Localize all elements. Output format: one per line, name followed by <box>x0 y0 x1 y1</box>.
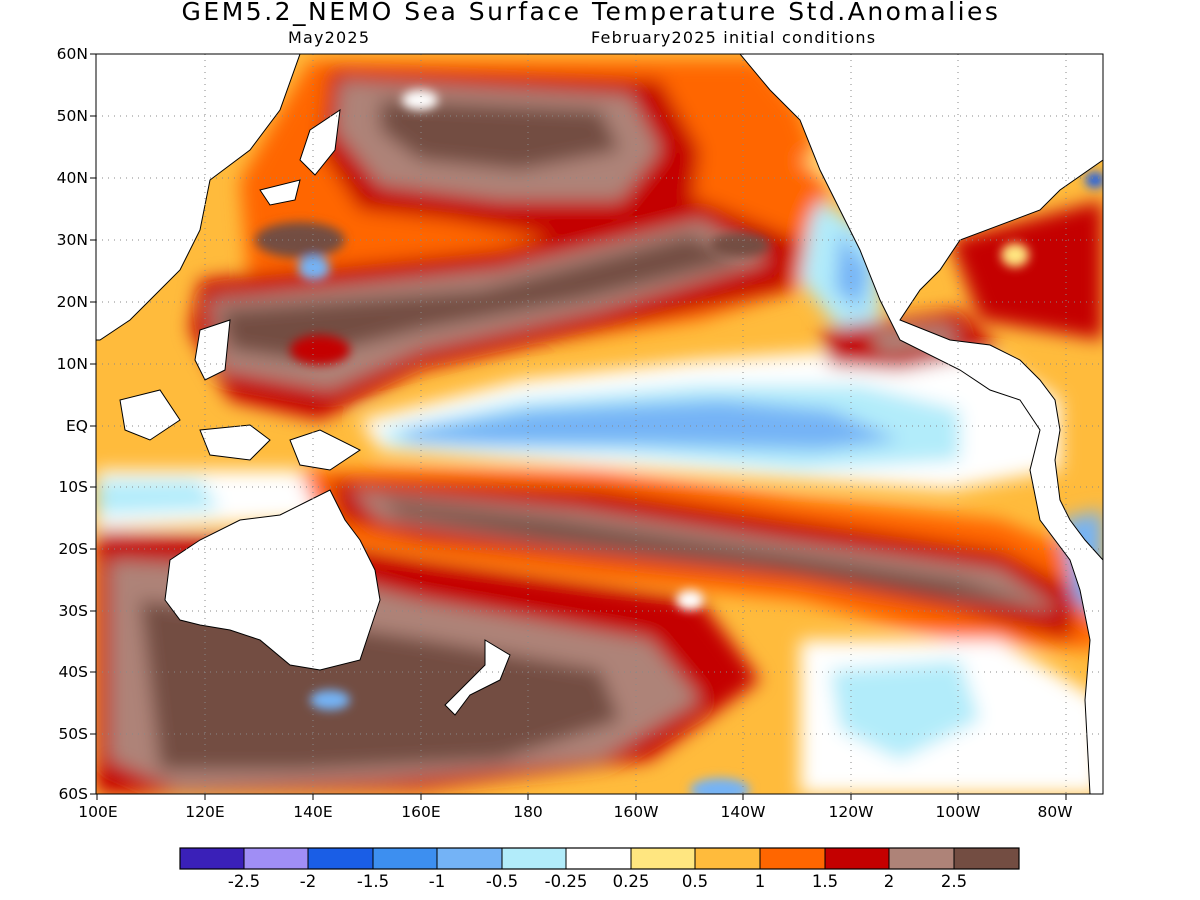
lat-label: EQ <box>66 417 88 435</box>
lat-label: 30S <box>58 602 88 620</box>
colorbar <box>179 847 1020 870</box>
lon-label: 180 <box>513 803 543 821</box>
colorbar-swatch <box>695 848 760 869</box>
colorbar-label: 0.25 <box>612 872 650 891</box>
colorbar-label: 2.5 <box>940 872 968 891</box>
lon-label: 100E <box>78 803 118 821</box>
colorbar-label: -1.5 <box>356 872 390 891</box>
colorbar-swatch <box>244 848 308 869</box>
colorbar-label: -0.25 <box>544 872 588 891</box>
map-frame <box>95 53 1104 795</box>
initial-conditions: February2025 initial conditions <box>591 28 877 47</box>
colorbar-label: -2.5 <box>227 872 261 891</box>
map-title: GEM5.2_NEMO Sea Surface Temperature Std.… <box>181 0 1001 26</box>
lat-label: 60N <box>56 45 88 63</box>
lat-label: 10S <box>58 478 88 496</box>
lat-label: 40N <box>56 169 88 187</box>
lat-label: 10N <box>56 355 88 373</box>
lat-label: 30N <box>56 231 88 249</box>
colorbar-label: -1 <box>428 872 446 891</box>
lat-label: 60S <box>58 785 88 803</box>
lon-label: 160E <box>401 803 441 821</box>
axis-ticks <box>90 53 1067 800</box>
colorbar-swatch <box>825 848 889 869</box>
lon-label: 100W <box>935 803 981 821</box>
lon-label: 140W <box>720 803 766 821</box>
lat-label: 20S <box>58 540 88 558</box>
forecast-month: May2025 <box>288 28 371 47</box>
lon-label: 160W <box>613 803 659 821</box>
colorbar-swatch <box>373 848 437 869</box>
colorbar-label: 2 <box>883 872 895 891</box>
colorbar-label: -0.5 <box>485 872 519 891</box>
lat-label: 40S <box>58 663 88 681</box>
lat-label: 20N <box>56 293 88 311</box>
colorbar-swatch <box>437 848 502 869</box>
lat-label: 50N <box>56 107 88 125</box>
land-masses <box>96 54 1103 794</box>
colorbar-label: 0.5 <box>681 872 709 891</box>
lon-label: 120W <box>828 803 874 821</box>
colorbar-label: 1.5 <box>811 872 839 891</box>
colorbar-swatch <box>308 848 373 869</box>
colorbar-label: -2 <box>299 872 317 891</box>
colorbar-swatch <box>566 848 631 869</box>
anomaly-field <box>96 54 1103 794</box>
lon-label: 80W <box>1037 803 1073 821</box>
colorbar-swatch <box>760 848 825 869</box>
lon-label: 140E <box>293 803 333 821</box>
lon-label: 120E <box>185 803 225 821</box>
colorbar-swatch <box>954 848 1019 869</box>
colorbar-swatch <box>180 848 244 869</box>
colorbar-swatch <box>889 848 954 869</box>
colorbar-swatch <box>631 848 695 869</box>
colorbar-label: 1 <box>754 872 766 891</box>
colorbar-swatch <box>502 848 566 869</box>
lat-label: 50S <box>58 725 88 743</box>
